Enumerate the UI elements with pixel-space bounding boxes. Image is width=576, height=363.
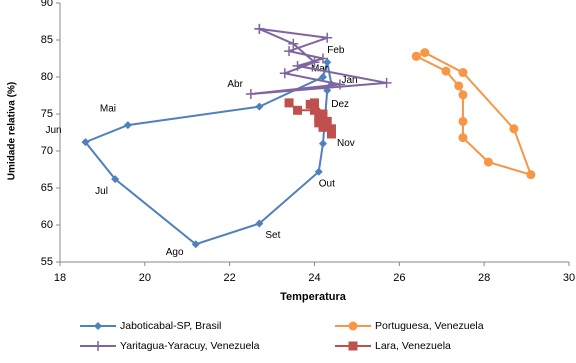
y-tick-label: 85 (41, 34, 53, 46)
point-label: Jun (45, 125, 61, 136)
data-point (526, 170, 536, 180)
x-tick-label: 22 (224, 272, 236, 284)
legend-marker (348, 321, 358, 331)
data-point (322, 116, 332, 126)
y-tick-label: 70 (41, 145, 53, 157)
data-point (314, 167, 323, 176)
point-label: Nov (337, 138, 355, 149)
x-tick-label: 24 (308, 272, 320, 284)
legend-label: Lara, Venezuela (375, 340, 451, 352)
point-label: Ago (166, 247, 184, 258)
data-point (420, 48, 430, 58)
data-point (458, 133, 468, 143)
x-tick-label: 26 (393, 272, 405, 284)
data-point (255, 219, 264, 228)
point-label: Mar (311, 64, 329, 75)
data-point (483, 157, 493, 167)
legend-label: Yaritagua-Yaracuy, Venezuela (120, 340, 260, 352)
data-point (441, 66, 451, 76)
point-label: Out (319, 178, 335, 189)
data-point (245, 89, 256, 100)
data-point (292, 60, 303, 71)
data-point (334, 79, 345, 90)
y-tick-label: 75 (41, 108, 53, 120)
data-point (411, 51, 421, 61)
legend-marker (94, 322, 102, 330)
x-tick-label: 30 (563, 272, 575, 284)
point-label: Dez (331, 99, 349, 110)
point-label: Jan (341, 75, 357, 86)
data-point (317, 53, 328, 64)
x-tick-label: 20 (139, 272, 151, 284)
data-point (309, 57, 320, 68)
data-point (284, 98, 294, 108)
data-point (326, 129, 336, 139)
data-point (322, 32, 333, 43)
y-tick-label: 90 (41, 0, 53, 9)
data-point (81, 138, 90, 147)
point-label: Set (265, 230, 280, 241)
point-label: Feb (327, 45, 345, 56)
data-point (293, 105, 303, 115)
y-tick-label: 60 (41, 219, 53, 231)
y-tick-label: 65 (41, 182, 53, 194)
legend-marker (93, 341, 103, 351)
data-point (458, 68, 468, 78)
data-point (191, 240, 200, 249)
legend-label: Jaboticabal-SP, Brasil (120, 320, 221, 332)
point-label: Abr (227, 79, 243, 90)
data-point (454, 81, 464, 91)
data-point (318, 139, 327, 148)
x-tick-label: 18 (54, 272, 66, 284)
legend-marker (348, 341, 358, 351)
data-point (288, 38, 299, 49)
legend-label: Portuguesa, Venezuela (375, 320, 484, 332)
series-line (250, 27, 387, 96)
data-point (255, 102, 264, 111)
data-point (284, 46, 295, 57)
y-axis-title: Umidade relativa (%) (7, 82, 18, 180)
data-point (458, 90, 468, 100)
x-axis-title: Temperatura (280, 291, 347, 303)
data-point (458, 116, 468, 126)
data-point (318, 122, 328, 132)
data-point (318, 73, 327, 81)
data-point (381, 77, 392, 88)
x-tick-label: 28 (478, 272, 490, 284)
data-point (305, 99, 315, 109)
point-label: Jul (95, 186, 108, 197)
data-point (111, 175, 120, 184)
data-point (310, 105, 319, 115)
y-tick-label: 55 (41, 256, 53, 268)
data-point (314, 113, 324, 123)
data-point (326, 124, 336, 134)
data-point (123, 121, 132, 130)
y-tick-label: 80 (41, 71, 53, 83)
series-line (415, 51, 533, 177)
data-point (509, 124, 519, 134)
data-point (254, 23, 265, 34)
data-point (279, 68, 290, 79)
point-label: Mai (100, 104, 116, 115)
data-point (323, 58, 332, 67)
